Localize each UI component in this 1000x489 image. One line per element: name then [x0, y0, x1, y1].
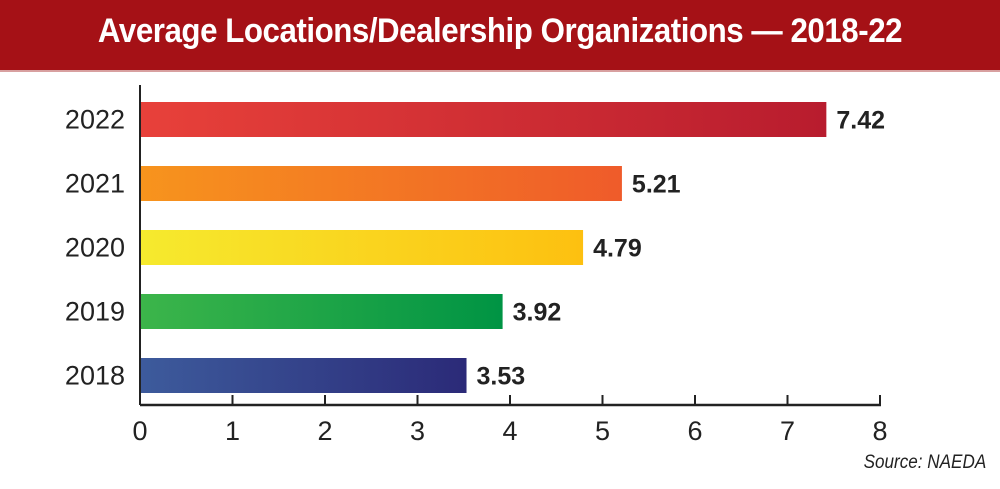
category-label-2018: 2018: [65, 361, 125, 391]
value-label-2021: 5.21: [632, 171, 681, 199]
x-tick-label: 5: [595, 416, 610, 446]
bar-2018: [140, 358, 467, 393]
value-label-2022: 7.42: [836, 107, 885, 135]
value-label-2018: 3.53: [477, 363, 526, 391]
x-tick-label: 1: [225, 416, 240, 446]
category-label-2022: 2022: [65, 105, 125, 135]
bar-2022: [140, 102, 827, 137]
x-tick-label: 2: [317, 416, 332, 446]
category-label-2021: 2021: [65, 169, 125, 199]
title-banner: Average Locations/Dealership Organizatio…: [0, 0, 1000, 72]
x-tick-label: 7: [780, 416, 795, 446]
bar-2021: [140, 166, 622, 201]
value-label-2019: 3.92: [513, 299, 562, 327]
x-tick-label: 3: [410, 416, 425, 446]
value-label-2020: 4.79: [593, 235, 642, 263]
x-tick-label: 6: [687, 416, 702, 446]
chart-title: Average Locations/Dealership Organizatio…: [97, 12, 903, 50]
bar-2019: [140, 294, 503, 329]
bar-2020: [140, 230, 584, 265]
category-label-2020: 2020: [65, 233, 125, 263]
x-tick-label: 0: [132, 416, 147, 446]
category-label-2019: 2019: [65, 297, 125, 327]
x-tick-label: 8: [872, 416, 887, 446]
x-tick-label: 4: [502, 416, 517, 446]
source-note: Source: NAEDA: [863, 452, 986, 473]
